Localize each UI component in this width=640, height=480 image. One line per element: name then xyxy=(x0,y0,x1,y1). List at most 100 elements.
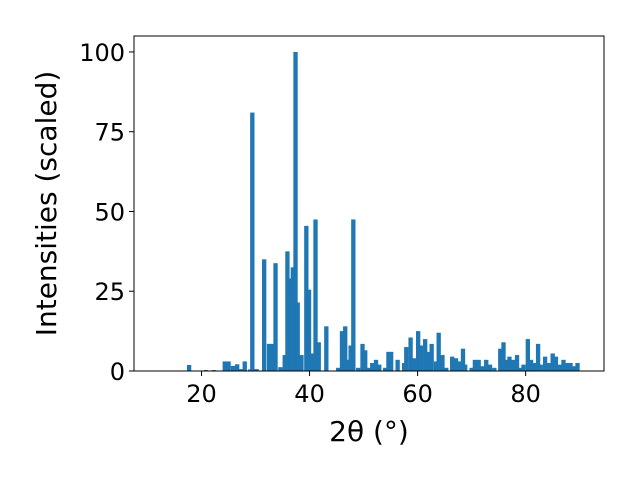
bar-27 xyxy=(313,219,318,371)
bar-63 xyxy=(460,348,466,371)
bar-39 xyxy=(366,367,372,371)
bar-56 xyxy=(433,361,439,371)
x-axis-ticks: 20 40 60 80 xyxy=(186,371,541,408)
bar-58 xyxy=(440,355,445,371)
bar-74 xyxy=(504,359,509,371)
bar-26 xyxy=(310,353,315,371)
bar-87 xyxy=(550,353,555,371)
bar-77 xyxy=(514,355,520,371)
bar-23 xyxy=(299,355,304,371)
bar-72 xyxy=(498,348,503,371)
bar-48 xyxy=(404,347,409,371)
x-tick-label: 20 xyxy=(186,380,217,408)
bar-61 xyxy=(453,358,459,371)
bar-32 xyxy=(343,326,348,371)
bar-10 xyxy=(250,112,255,371)
bar-65 xyxy=(469,367,474,371)
y-tick-label: 75 xyxy=(94,119,125,147)
bar-83 xyxy=(535,343,541,371)
bar-17 xyxy=(282,355,287,371)
bar-3 xyxy=(222,361,227,371)
bar-18 xyxy=(285,251,290,371)
bar-68 xyxy=(480,366,485,371)
bar-80 xyxy=(525,339,530,371)
bar-67 xyxy=(476,359,481,371)
bar-43 xyxy=(383,367,388,371)
x-tick-label: 40 xyxy=(294,380,325,408)
bar-70 xyxy=(487,364,493,371)
bar-85 xyxy=(542,356,548,371)
bar-5 xyxy=(230,365,236,371)
bar-89 xyxy=(557,364,562,371)
bar-45 xyxy=(388,351,394,371)
bar-21 xyxy=(293,51,298,371)
y-tick-label: 50 xyxy=(94,198,125,226)
y-tick-label: 25 xyxy=(94,278,125,306)
bar-22 xyxy=(295,302,300,371)
bar-54 xyxy=(426,351,432,371)
bar-42 xyxy=(377,364,382,371)
bar-64 xyxy=(463,364,468,371)
bar-71 xyxy=(492,367,497,371)
x-tick-label: 80 xyxy=(510,380,541,408)
y-tick-label: 100 xyxy=(79,39,125,67)
bar-78 xyxy=(518,367,523,371)
bar-12 xyxy=(262,259,267,371)
bar-75 xyxy=(507,356,512,371)
y-tick-label: 0 xyxy=(110,358,125,386)
bar-69 xyxy=(484,359,489,371)
bar-44 xyxy=(386,351,391,371)
bar-41 xyxy=(373,359,379,371)
bar-4 xyxy=(226,361,231,371)
bar-53 xyxy=(423,339,428,371)
bar-76 xyxy=(511,359,516,371)
bar-34 xyxy=(348,345,353,371)
bar-24 xyxy=(304,225,309,371)
bar-62 xyxy=(457,361,462,371)
bar-57 xyxy=(436,332,441,371)
bar-29 xyxy=(324,326,329,371)
bar-73 xyxy=(501,342,506,371)
bar-28 xyxy=(316,342,321,371)
bar-38 xyxy=(363,350,368,371)
bar-81 xyxy=(528,359,534,371)
bar-82 xyxy=(532,363,538,371)
bar-50 xyxy=(411,358,416,371)
bar-66 xyxy=(472,359,478,371)
bar-90 xyxy=(561,359,566,371)
bars-group xyxy=(186,51,580,371)
x-axis-label: 2θ (°) xyxy=(329,415,409,448)
bar-49 xyxy=(408,337,413,371)
bar-14 xyxy=(269,343,274,371)
bar-51 xyxy=(416,331,421,371)
bar-16 xyxy=(278,367,283,371)
bar-0 xyxy=(186,364,192,371)
bar-88 xyxy=(553,356,559,371)
y-axis-label: Intensities (scaled) xyxy=(30,71,63,337)
bar-15 xyxy=(273,263,278,371)
bar-35 xyxy=(351,219,356,371)
bar-6 xyxy=(235,364,240,371)
bar-13 xyxy=(266,343,272,371)
bar-11 xyxy=(254,369,259,371)
x-tick-label: 60 xyxy=(402,380,433,408)
bar-36 xyxy=(356,367,361,371)
bar-37 xyxy=(360,343,365,371)
bar-84 xyxy=(538,364,543,371)
bar-46 xyxy=(395,359,400,371)
bar-60 xyxy=(450,356,455,371)
bar-59 xyxy=(444,367,449,371)
bar-8 xyxy=(242,361,247,371)
bar-93 xyxy=(572,366,577,371)
y-axis-ticks: 0 25 50 75 100 xyxy=(79,39,134,386)
bar-30 xyxy=(336,367,341,371)
bar-20 xyxy=(290,267,295,371)
bar-86 xyxy=(546,363,552,371)
plot-area-frame xyxy=(133,35,605,372)
bar-40 xyxy=(370,363,375,371)
bar-79 xyxy=(521,364,526,371)
bar-94 xyxy=(575,363,580,371)
bar-31 xyxy=(339,331,345,371)
bar-25 xyxy=(306,289,312,371)
